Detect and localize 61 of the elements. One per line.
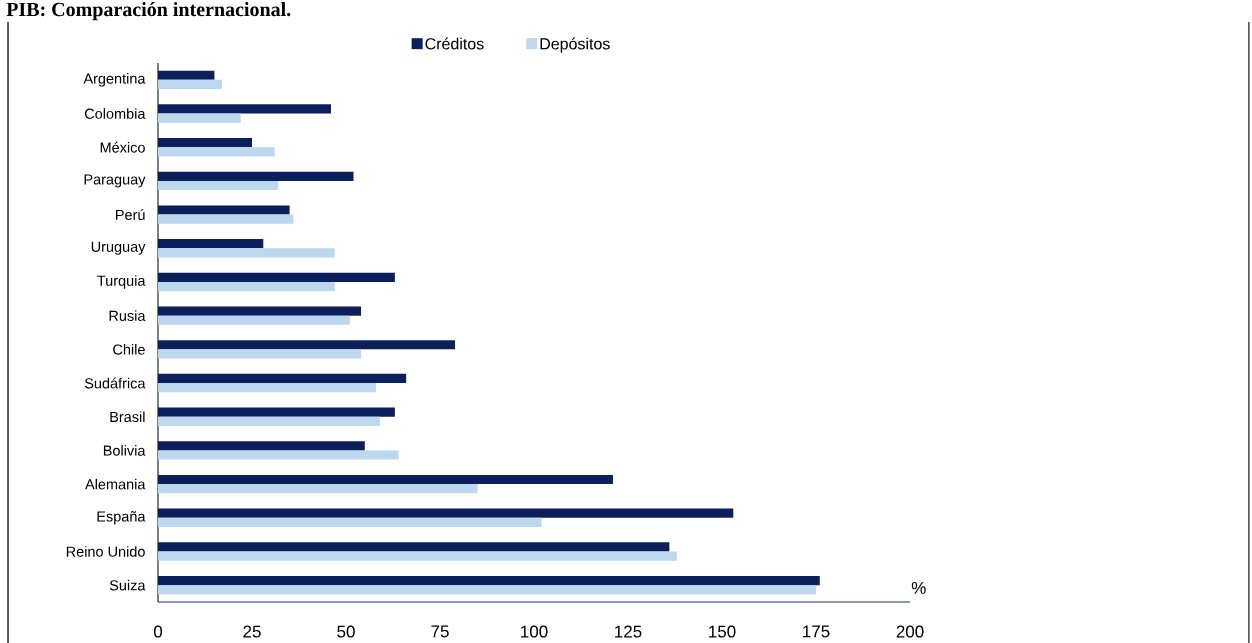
bar <box>158 542 670 552</box>
y-tick-label: España <box>97 511 146 525</box>
y-tick-label: Rusia <box>109 310 146 321</box>
x-tick-label: 175 <box>803 625 830 638</box>
bar <box>158 508 734 518</box>
legend-label: Créditos <box>425 37 484 50</box>
bar <box>158 383 377 393</box>
y-tick-label: Brasil <box>110 411 145 423</box>
bar <box>158 113 241 123</box>
bar <box>158 281 335 292</box>
bar <box>158 138 252 148</box>
y-tick-label: Paraguay <box>84 174 146 188</box>
y-tick-label: Bolivia <box>103 445 146 456</box>
y-tick-label: Colombia <box>84 108 146 119</box>
x-tick-label: 125 <box>615 625 642 638</box>
chart-title: PIB: Comparación internacional. <box>6 2 291 21</box>
legend-label: Depósitos <box>540 37 610 53</box>
bar <box>158 171 354 181</box>
y-tick-label: México <box>100 141 145 153</box>
bar <box>158 70 215 80</box>
x-tick-label: 200 <box>896 625 924 638</box>
bar <box>158 450 399 460</box>
bar <box>158 239 264 249</box>
bar <box>158 306 362 316</box>
bar <box>158 373 407 384</box>
bar <box>158 248 335 258</box>
x-tick-label: 75 <box>431 625 449 638</box>
y-tick-label: Uruguay <box>91 241 146 255</box>
x-tick-label: 50 <box>337 625 355 638</box>
bar <box>158 441 365 451</box>
bar <box>158 272 395 282</box>
y-tick-label: Argentina <box>83 73 146 87</box>
bar <box>158 585 817 595</box>
bar <box>158 407 395 417</box>
y-tick-label: Chile <box>113 344 145 355</box>
bar <box>158 484 478 494</box>
bar <box>158 205 290 215</box>
bar <box>158 474 613 485</box>
y-tick-label: Suiza <box>109 579 146 591</box>
x-tick-label: 100 <box>521 625 548 638</box>
bar <box>158 340 456 350</box>
y-tick-label: Perú <box>116 209 145 221</box>
bar <box>158 416 380 426</box>
y-tick-label: Alemania <box>85 478 146 490</box>
bar <box>158 575 820 586</box>
x-axis-title: % <box>911 581 926 594</box>
bar <box>158 147 275 157</box>
y-tick-label: Turquia <box>97 275 146 289</box>
bar <box>158 180 279 191</box>
y-tick-label: Reino Unido <box>66 546 145 557</box>
x-tick-label: 150 <box>709 625 736 638</box>
x-tick-label: 0 <box>153 625 163 638</box>
bar <box>158 104 331 114</box>
bar <box>158 349 362 359</box>
bar <box>158 214 294 224</box>
bar <box>158 315 350 325</box>
bar <box>158 517 542 527</box>
bar <box>158 79 222 90</box>
x-tick-label: 25 <box>243 625 261 638</box>
bar <box>158 551 677 561</box>
y-tick-label: Sudáfrica <box>84 377 146 389</box>
